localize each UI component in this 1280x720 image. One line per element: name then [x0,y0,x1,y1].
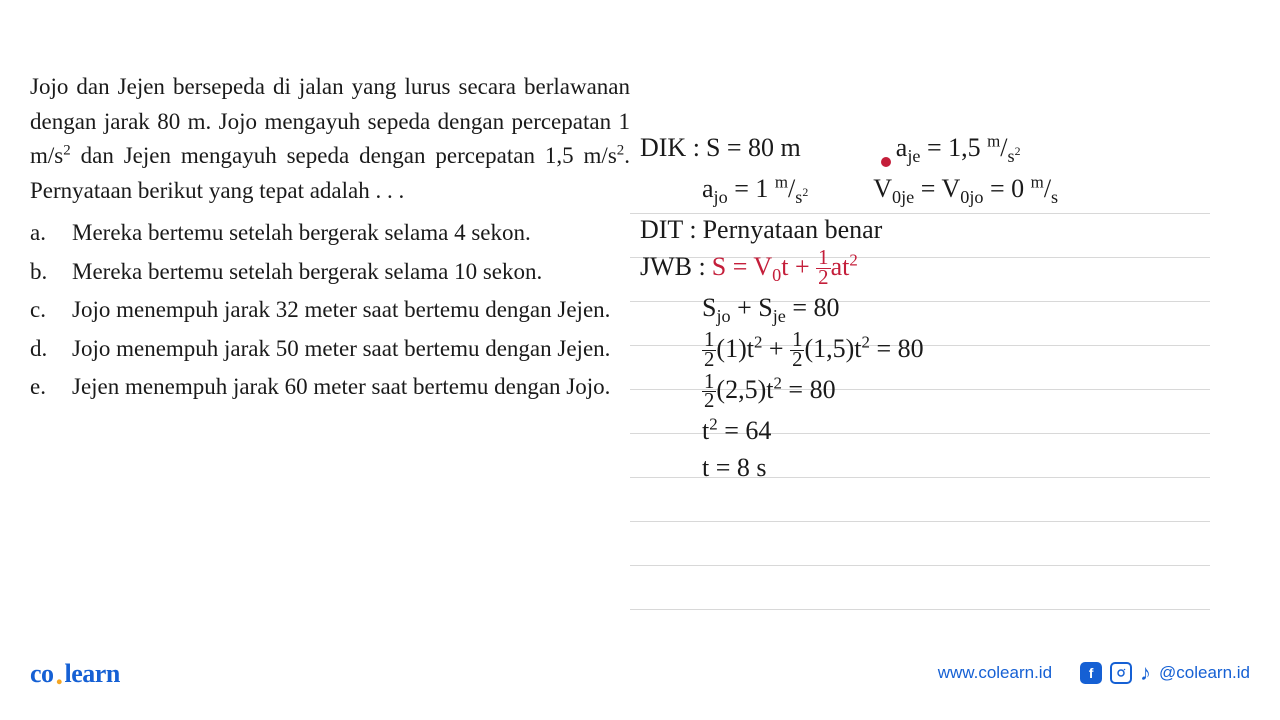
work-line-1: Sjo + Sje = 80 [640,290,1230,329]
dik-row-1: DIK : S = 80 m aje = 1,5 m/s2 [640,130,1230,169]
work-line-3: 12(2,5)t2 = 80 [640,372,1230,411]
logo-dot-icon: . [54,658,65,691]
option-e: e. Jejen menempuh jarak 60 meter saat be… [30,370,630,405]
option-letter: c. [30,293,72,328]
dik-row-2: ajo = 1 m/s2 V0je = V0jo = 0 m/s [640,171,1230,210]
footer: co.learn www.colearn.id f ♪ @colearn.id [0,656,1280,690]
logo-learn: learn [65,659,120,688]
dik-label: DIK : [640,130,700,165]
footer-handle: @colearn.id [1159,663,1250,683]
tiktok-icon[interactable]: ♪ [1140,660,1151,686]
option-letter: b. [30,255,72,290]
work-line-4: t2 = 64 [640,413,1230,448]
dik-v0: V0je = V0jo = 0 m/s [873,171,1058,210]
dik-aje: aje = 1,5 m/s2 [896,130,1021,169]
option-text: Jojo menempuh jarak 50 meter saat bertem… [72,332,630,367]
option-text: Mereka bertemu setelah bergerak selama 4… [72,216,630,251]
options-list: a. Mereka bertemu setelah bergerak selam… [30,216,630,405]
jwb-row: JWB : S = V0t + 12at2 [640,249,1230,288]
option-text: Jojo menempuh jarak 32 meter saat bertem… [72,293,630,328]
option-letter: e. [30,370,72,405]
logo: co.learn [30,656,120,690]
question-text: Jojo dan Jejen bersepeda di jalan yang l… [30,70,630,208]
jwb-formula: S = V0t + 12at2 [712,249,858,288]
dit-label: DIT : [640,212,697,247]
option-a: a. Mereka bertemu setelah bergerak selam… [30,216,630,251]
social-icons: f ♪ @colearn.id [1080,660,1250,686]
logo-co: co [30,659,54,688]
jwb-label: JWB : [640,249,706,284]
instagram-icon[interactable] [1110,662,1132,684]
red-dot-icon [881,157,891,167]
option-letter: d. [30,332,72,367]
footer-url: www.colearn.id [938,663,1052,683]
option-letter: a. [30,216,72,251]
option-b: b. Mereka bertemu setelah bergerak selam… [30,255,630,290]
option-c: c. Jojo menempuh jarak 32 meter saat ber… [30,293,630,328]
option-text: Mereka bertemu setelah bergerak selama 1… [72,255,630,290]
option-d: d. Jojo menempuh jarak 50 meter saat ber… [30,332,630,367]
dik-s: S = 80 m [706,130,801,165]
dik-ajo: ajo = 1 m/s2 [702,171,808,210]
work-line-2: 12(1)t2 + 12(1,5)t2 = 80 [640,331,1230,370]
dit-text: Pernyataan benar [703,212,883,247]
option-text: Jejen menempuh jarak 60 meter saat berte… [72,370,630,405]
facebook-icon[interactable]: f [1080,662,1102,684]
dit-row: DIT : Pernyataan benar [640,212,1230,247]
work-line-5: t = 8 s [640,450,1230,485]
